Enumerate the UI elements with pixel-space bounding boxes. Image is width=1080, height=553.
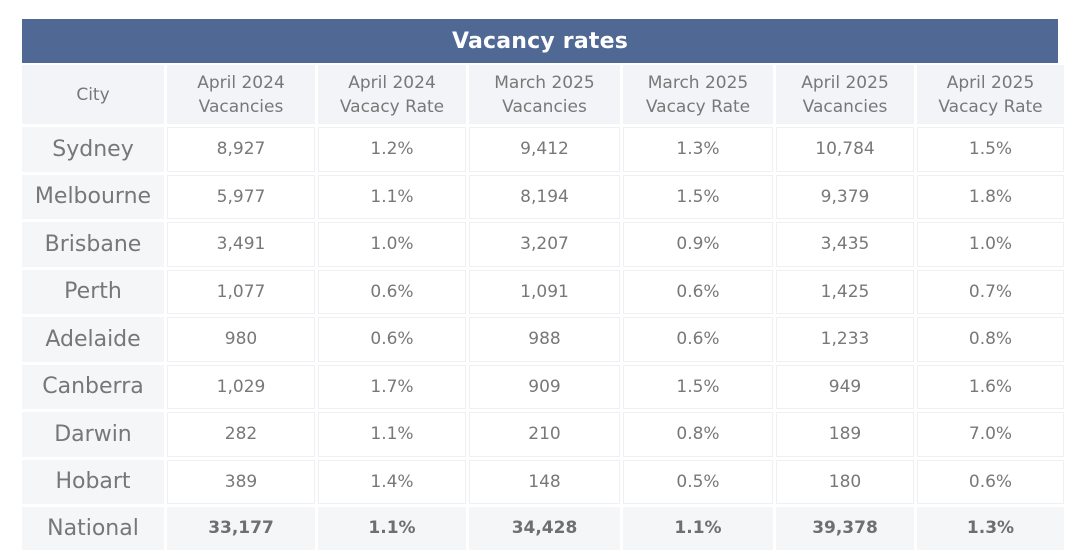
table-cell: 0.6% [318, 269, 466, 314]
column-header-line2: Vacacy Rate [938, 96, 1043, 117]
table-cell: 949 [776, 364, 914, 409]
table-cell: 1.3% [623, 127, 773, 172]
table-row: Melbourne 5,977 1.1% 8,194 1.5% 9,379 1.8% [22, 174, 1064, 219]
table-cell: 0.9% [623, 222, 773, 267]
city-label: Brisbane [22, 222, 164, 267]
table-cell: 1.5% [623, 174, 773, 219]
vacancy-table: City April 2024 Vacancies April 2024 Vacacy … [19, 62, 1067, 553]
table-cell: 0.5% [623, 459, 773, 504]
table-cell: 1.1% [318, 507, 466, 550]
table-cell: 1,233 [776, 317, 914, 362]
table-row: Perth 1,077 0.6% 1,091 0.6% 1,425 0.7% [22, 269, 1064, 314]
table-row: Brisbane 3,491 1.0% 3,207 0.9% 3,435 1.0% [22, 222, 1064, 267]
column-header-5: April 2025 Vacancies [776, 65, 914, 124]
column-header-3: March 2025 Vacancies [469, 65, 620, 124]
table-cell: 1.1% [318, 412, 466, 457]
city-label: Darwin [22, 412, 164, 457]
table-cell: 1,029 [167, 364, 315, 409]
table-cell: 1.5% [623, 364, 773, 409]
table-cell: 210 [469, 412, 620, 457]
city-label: Perth [22, 269, 164, 314]
column-header-line2: Vacacy Rate [339, 96, 445, 117]
table-cell: 0.8% [623, 412, 773, 457]
table-cell: 1.2% [318, 127, 466, 172]
city-label: Sydney [22, 127, 164, 172]
table-cell: 148 [469, 459, 620, 504]
table-cell: 980 [167, 317, 315, 362]
table-cell: 988 [469, 317, 620, 362]
table-row: National 33,177 1.1% 34,428 1.1% 39,378 1.3% [22, 507, 1064, 550]
table-cell: 3,435 [776, 222, 914, 267]
table-cell: 1.5% [917, 127, 1064, 172]
header-row: City April 2024 Vacancies April 2024 Vacacy … [22, 65, 1064, 124]
column-header-line1: March 2025 [647, 72, 749, 93]
table-cell: 5,977 [167, 174, 315, 219]
city-label: Adelaide [22, 317, 164, 362]
table-cell: 1.4% [318, 459, 466, 504]
vacancy-table-container: Vacancy rates City April 2024 Vacancies Apr… [22, 19, 1064, 553]
table-cell: 1.6% [917, 364, 1064, 409]
table-cell: 1.1% [623, 507, 773, 550]
column-header-line2: Vacacy Rate [645, 96, 751, 117]
table-title: Vacancy rates [22, 19, 1058, 63]
table-cell: 9,379 [776, 174, 914, 219]
table-row: Hobart 389 1.4% 148 0.5% 180 0.6% [22, 459, 1064, 504]
column-header-1: April 2024 Vacancies [167, 65, 315, 124]
table-cell: 0.6% [917, 459, 1064, 504]
table-cell: 0.8% [917, 317, 1064, 362]
table-row: Canberra 1,029 1.7% 909 1.5% 949 1.6% [22, 364, 1064, 409]
table-row: Darwin 282 1.1% 210 0.8% 189 7.0% [22, 412, 1064, 457]
table-cell: 0.7% [917, 269, 1064, 314]
table-cell: 189 [776, 412, 914, 457]
table-cell: 10,784 [776, 127, 914, 172]
column-header-6: April 2025 Vacacy Rate [917, 65, 1064, 124]
table-row: Sydney 8,927 1.2% 9,412 1.3% 10,784 1.5% [22, 127, 1064, 172]
table-cell: 1.3% [917, 507, 1064, 550]
table-cell: 9,412 [469, 127, 620, 172]
table-cell: 1.7% [318, 364, 466, 409]
table-cell: 1,425 [776, 269, 914, 314]
table-cell: 33,177 [167, 507, 315, 550]
table-cell: 1.1% [318, 174, 466, 219]
table-cell: 3,491 [167, 222, 315, 267]
table-row: Adelaide 980 0.6% 988 0.6% 1,233 0.8% [22, 317, 1064, 362]
city-label: National [22, 507, 164, 550]
column-header-line1: April 2024 [197, 72, 285, 93]
column-header-line1: April 2024 [348, 72, 436, 93]
column-header-line2: Vacancies [198, 96, 284, 117]
city-label: Melbourne [22, 174, 164, 219]
table-cell: 39,378 [776, 507, 914, 550]
column-header-0: City [22, 65, 164, 124]
table-cell: 1.0% [318, 222, 466, 267]
table-cell: 0.6% [623, 269, 773, 314]
city-label: Canberra [22, 364, 164, 409]
table-cell: 3,207 [469, 222, 620, 267]
table-cell: 34,428 [469, 507, 620, 550]
table-cell: 1,077 [167, 269, 315, 314]
city-label: Hobart [22, 459, 164, 504]
table-cell: 8,194 [469, 174, 620, 219]
table-cell: 1.8% [917, 174, 1064, 219]
table-cell: 389 [167, 459, 315, 504]
column-header-line1: March 2025 [494, 72, 595, 93]
table-body: Sydney 8,927 1.2% 9,412 1.3% 10,784 1.5% Melbou… [22, 127, 1064, 550]
column-header-line1: City [76, 84, 110, 105]
column-header-4: March 2025 Vacacy Rate [623, 65, 773, 124]
column-header-line1: April 2025 [801, 72, 889, 93]
table-cell: 1.0% [917, 222, 1064, 267]
column-header-2: April 2024 Vacacy Rate [318, 65, 466, 124]
column-header-line2: Vacancies [802, 96, 888, 117]
table-cell: 180 [776, 459, 914, 504]
table-cell: 0.6% [318, 317, 466, 362]
table-cell: 0.6% [623, 317, 773, 362]
table-cell: 7.0% [917, 412, 1064, 457]
column-header-line2: Vacancies [502, 96, 587, 117]
table-cell: 282 [167, 412, 315, 457]
table-cell: 8,927 [167, 127, 315, 172]
table-cell: 909 [469, 364, 620, 409]
column-header-line1: April 2025 [946, 72, 1035, 93]
table-cell: 1,091 [469, 269, 620, 314]
